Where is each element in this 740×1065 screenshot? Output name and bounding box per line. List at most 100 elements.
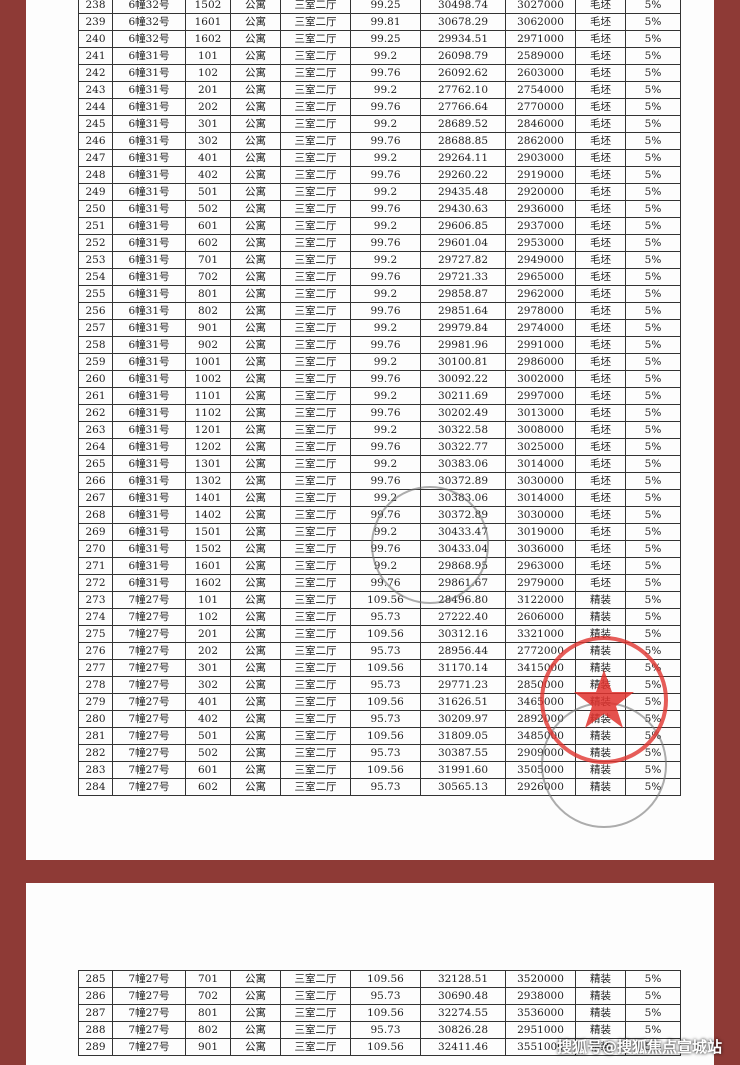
cell: 3415000: [505, 659, 576, 677]
cell: 109.56: [350, 693, 421, 711]
cell: 7幢27号: [112, 659, 186, 677]
cell: 287: [78, 1004, 113, 1022]
cell: 802: [185, 302, 231, 320]
cell: 30383.06: [420, 489, 506, 507]
table-row: 258 6幢31号 902 公寓 三室二厅 99.76 29981.96 2991000 毛坯 5…: [78, 336, 681, 354]
cell: 公寓: [230, 132, 281, 150]
cell: 6幢31号: [112, 81, 186, 99]
cell: 6幢31号: [112, 421, 186, 439]
cell: 三室二厅: [280, 1021, 351, 1039]
cell: 99.2: [350, 523, 421, 541]
cell: 2926000: [505, 778, 576, 796]
cell: 公寓: [230, 608, 281, 626]
cell: 公寓: [230, 987, 281, 1005]
table-row: 255 6幢31号 801 公寓 三室二厅 99.2 29858.87 2962000 毛坯 5%: [78, 285, 681, 303]
cell: 7幢27号: [112, 761, 186, 779]
cell: 公寓: [230, 47, 281, 65]
cell: 7幢27号: [112, 1004, 186, 1022]
cell: 毛坯: [575, 506, 626, 524]
table-row: 246 6幢31号 302 公寓 三室二厅 99.76 28688.85 2862000 毛坯 5…: [78, 132, 681, 150]
cell: 公寓: [230, 183, 281, 201]
cell: 99.76: [350, 506, 421, 524]
table-row: 242 6幢31号 102 公寓 三室二厅 99.76 26092.62 2603000 毛坯 5…: [78, 64, 681, 82]
cell: 2951000: [505, 1021, 576, 1039]
cell: 三室二厅: [280, 591, 351, 609]
table-row: 243 6幢31号 201 公寓 三室二厅 99.2 27762.10 2754000 毛坯 5%: [78, 81, 681, 99]
cell: 三室二厅: [280, 744, 351, 762]
table-row: 276 7幢27号 202 公寓 三室二厅 95.73 28956.44 2772000 精装 5…: [78, 642, 681, 660]
cell: 毛坯: [575, 319, 626, 337]
table-row: 286 7幢27号 702 公寓 三室二厅 95.73 30690.48 2938000 精装 5…: [78, 987, 681, 1005]
table-row: 279 7幢27号 401 公寓 三室二厅 109.56 31626.51 3465000 精装…: [78, 693, 681, 711]
cell: 402: [185, 710, 231, 728]
cell: 2754000: [505, 81, 576, 99]
cell: 毛坯: [575, 251, 626, 269]
cell: 501: [185, 183, 231, 201]
cell: 30100.81: [420, 353, 506, 371]
cell: 6幢31号: [112, 523, 186, 541]
cell: 毛坯: [575, 64, 626, 82]
cell: 3030000: [505, 472, 576, 490]
table-row: 270 6幢31号 1502 公寓 三室二厅 99.76 30433.04 3036000 毛坯…: [78, 540, 681, 558]
cell: 2974000: [505, 319, 576, 337]
cell: 31626.51: [420, 693, 506, 711]
cell: 263: [78, 421, 113, 439]
cell: 1202: [185, 438, 231, 456]
cell: 3019000: [505, 523, 576, 541]
cell: 5%: [625, 268, 681, 286]
cell: 三室二厅: [280, 987, 351, 1005]
cell: 278: [78, 676, 113, 694]
cell: 5%: [625, 506, 681, 524]
cell: 6幢31号: [112, 64, 186, 82]
table-row: 272 6幢31号 1602 公寓 三室二厅 99.76 29861.67 2979000 毛坯…: [78, 574, 681, 592]
cell: 99.2: [350, 115, 421, 133]
cell: 29858.87: [420, 285, 506, 303]
cell: 702: [185, 268, 231, 286]
cell: 29721.33: [420, 268, 506, 286]
table-row: 266 6幢31号 1302 公寓 三室二厅 99.76 30372.89 3030000 毛坯…: [78, 472, 681, 490]
cell: 258: [78, 336, 113, 354]
table-row: 239 6幢32号 1601 公寓 三室二厅 99.81 30678.29 3062000 毛坯…: [78, 13, 681, 31]
cell: 三室二厅: [280, 370, 351, 388]
cell: 30826.28: [420, 1021, 506, 1039]
cell: 三室二厅: [280, 455, 351, 473]
cell: 6幢31号: [112, 234, 186, 252]
cell: 三室二厅: [280, 64, 351, 82]
cell: 三室二厅: [280, 540, 351, 558]
cell: 精装: [575, 1004, 626, 1022]
cell: 公寓: [230, 285, 281, 303]
cell: 5%: [625, 81, 681, 99]
table-row: 271 6幢31号 1601 公寓 三室二厅 99.2 29868.95 2963000 毛坯 5…: [78, 557, 681, 575]
cell: 毛坯: [575, 149, 626, 167]
cell: 30383.06: [420, 455, 506, 473]
cell: 公寓: [230, 319, 281, 337]
cell: 三室二厅: [280, 625, 351, 643]
cell: 公寓: [230, 438, 281, 456]
cell: 109.56: [350, 1004, 421, 1022]
cell: 201: [185, 81, 231, 99]
cell: 246: [78, 132, 113, 150]
cell: 公寓: [230, 761, 281, 779]
table-row: 283 7幢27号 601 公寓 三室二厅 109.56 31991.60 3505000 精装…: [78, 761, 681, 779]
cell: 公寓: [230, 81, 281, 99]
cell: 公寓: [230, 778, 281, 796]
cell: 3013000: [505, 404, 576, 422]
cell: 267: [78, 489, 113, 507]
cell: 三室二厅: [280, 489, 351, 507]
cell: 99.2: [350, 489, 421, 507]
cell: 27222.40: [420, 608, 506, 626]
cell: 6幢31号: [112, 472, 186, 490]
cell: 283: [78, 761, 113, 779]
cell: 102: [185, 608, 231, 626]
cell: 1302: [185, 472, 231, 490]
cell: 精装: [575, 970, 626, 988]
cell: 6幢31号: [112, 47, 186, 65]
cell: 公寓: [230, 727, 281, 745]
table-row: 269 6幢31号 1501 公寓 三室二厅 99.2 30433.47 3019000 毛坯 5…: [78, 523, 681, 541]
cell: 248: [78, 166, 113, 184]
cell: 29601.04: [420, 234, 506, 252]
cell: 501: [185, 727, 231, 745]
cell: 公寓: [230, 336, 281, 354]
cell: 毛坯: [575, 370, 626, 388]
cell: 三室二厅: [280, 421, 351, 439]
